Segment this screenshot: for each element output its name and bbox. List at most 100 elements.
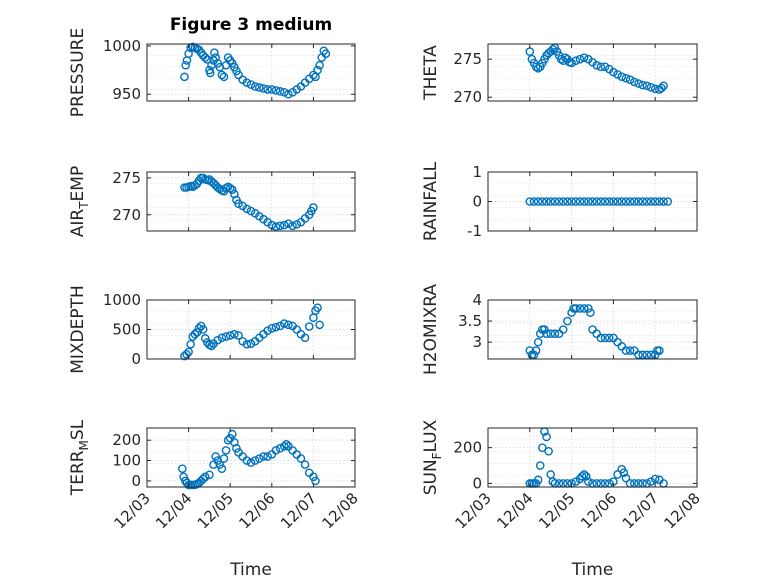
data-point [533,337,543,347]
plot-area [147,172,355,231]
data-point [642,350,652,360]
data-point [558,325,568,334]
y-axis-label: SUNFLUX [421,419,444,495]
data-point [178,464,187,473]
data-point [617,72,627,81]
y-axis-label: THETA [421,45,441,101]
data-point [194,324,204,333]
y-tick-label: 4 [472,291,482,309]
plot-area [488,428,697,487]
data-point [315,60,324,70]
data-point [217,70,227,80]
x-tick-label: 12/03 [452,489,495,532]
x-tick-label: 12/07 [619,489,662,532]
data-point [596,62,606,72]
data-point [604,333,614,343]
data-point [558,197,568,206]
data-point [279,319,289,328]
axes-frame [146,43,356,102]
x-tick-label: 12/08 [319,489,362,532]
data-point [634,350,643,360]
data-point [586,308,595,317]
y-axis-label: AIRTEMP [68,166,91,237]
data-point [181,60,190,70]
data-point [211,53,220,62]
x-axis-label: Time [571,560,614,580]
data-point [542,329,551,339]
data-point [630,77,639,87]
data-point [533,197,543,206]
subplot-6: 3 3.5 4 H2OMIXRA [421,284,698,375]
data-point [563,197,572,206]
data-point [213,335,223,345]
data-point [655,346,664,355]
data-point [313,65,322,75]
data-point [205,68,215,78]
x-tick-label: 12/08 [661,489,704,532]
data-point [311,476,320,486]
data-point [529,197,539,206]
data-point [642,197,652,206]
data-point [296,454,306,463]
data-point [242,204,252,214]
data-point [630,197,639,206]
data-point [221,332,231,341]
data-point [275,444,285,453]
data-point [546,329,556,339]
data-point [584,477,593,486]
data-point [288,221,297,231]
data-point [234,331,243,340]
data-point [659,81,668,91]
x-tick-label: 12/05 [535,489,578,532]
data-point [544,446,553,456]
data-point [271,446,281,455]
y-tick-label: 275 [112,169,141,187]
data-point [567,58,576,68]
data-point [642,81,652,91]
data-point [550,197,560,206]
data-point [275,321,285,331]
data-point [663,197,673,206]
data-point [200,334,210,343]
y-tick-label: 1000 [103,291,141,309]
data-point [184,49,193,58]
data-point [600,197,610,206]
data-point [556,54,566,64]
data-point [227,429,237,439]
data-point [575,54,585,64]
data-point [592,197,601,206]
data-point [617,197,627,206]
axes-frame [487,43,698,102]
data-point [646,197,656,206]
subplot-5: 0 500 1000 MIXDEPTH [68,285,356,374]
data-point [613,197,622,206]
data-point [271,222,281,231]
plot-area [488,44,697,101]
x-axis-label: Time [229,560,272,580]
data-point [225,183,235,193]
data-point [210,48,219,57]
data-point [242,78,252,87]
data-point [655,197,664,206]
data-point [234,199,243,209]
y-tick-label: 270 [453,88,482,106]
data-point [613,70,622,79]
data-point [309,70,318,80]
data-point [271,86,281,95]
data-point [592,60,601,70]
y-tick-label: 1 [472,163,482,181]
y-tick-label: 200 [112,431,141,449]
data-point [650,474,660,484]
data-point [588,197,597,206]
data-point [198,325,208,334]
data-point [242,339,252,349]
data-point [600,333,610,343]
data-point [634,197,643,206]
y-axis-label: RAINFALL [421,161,441,241]
data-point [198,474,208,484]
data-point [275,87,285,96]
data-point [538,197,547,206]
data-point [579,197,589,206]
data-point [300,333,310,343]
data-point [246,80,256,89]
